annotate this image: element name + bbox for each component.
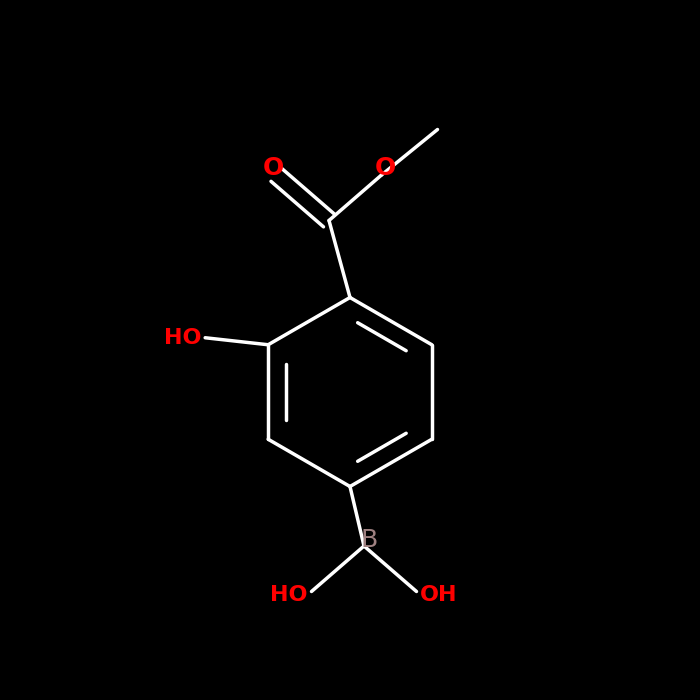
Text: B: B bbox=[361, 528, 378, 552]
Text: OH: OH bbox=[420, 585, 458, 605]
Text: O: O bbox=[262, 156, 284, 180]
Text: HO: HO bbox=[164, 328, 202, 348]
Text: O: O bbox=[374, 156, 395, 180]
Text: HO: HO bbox=[270, 585, 308, 605]
